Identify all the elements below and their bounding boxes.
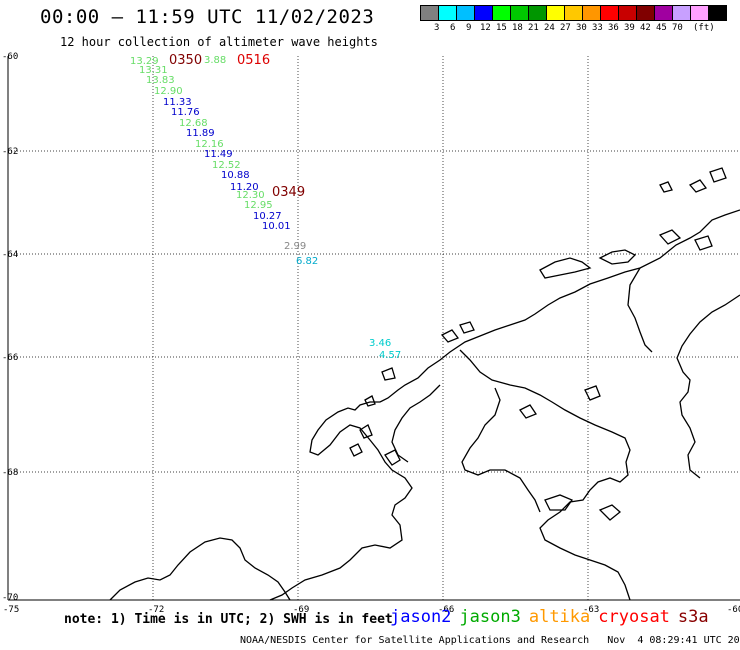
legend-label: 18 [512,23,523,33]
longitude-label: -60 [727,605,740,615]
wave-height-value: 12.95 [244,200,273,211]
legend-unit: (ft) [693,23,715,33]
legend-label: 70 [672,23,683,33]
longitude-label: -63 [583,605,599,615]
legend-label: 6 [450,23,456,33]
legend-label: 30 [576,23,587,33]
wave-height-value: 2.99 [284,241,306,252]
satellite-legend: jason2 jason3 altika cryosat s3a [390,607,717,627]
legend-label: 45 [656,23,667,33]
longitude-label: -75 [3,605,19,615]
legend-labels: 3 6 9 12 15 18 21 24 27 30 33 36 39 42 45 70 (ft) [421,21,727,35]
wave-height-value: 10.01 [262,221,291,232]
map-note: note: 1) Time is in UTC; 2) SWH is in fe… [64,612,393,627]
pass-time-label: 0350 [169,53,202,68]
latitude-label: -60 [2,52,18,62]
longitude-label: -72 [148,605,164,615]
wave-height-value: 12.52 [212,160,241,171]
wave-height-value: 6.82 [296,256,318,267]
wave-height-value: 10.88 [221,170,250,181]
legend-label: 39 [624,23,635,33]
latitude-label: -62 [2,147,18,157]
wave-height-observations: 13.2913.3113.8312.9011.3311.7612.6811.89… [130,53,401,361]
wave-height-value: 11.49 [204,149,233,160]
legend-swatch [708,5,727,21]
wave-height-value: 12.68 [179,118,208,129]
wave-height-value: 10.27 [253,211,282,222]
map-subtitle: 12 hour collection of altimeter wave hei… [60,35,378,49]
satellite-name: jason2 [390,607,452,627]
antarctic-peninsula-coastline [109,167,740,601]
map-title: 00:00 – 11:59 UTC 11/02/2023 [40,6,375,28]
latitude-label: -64 [2,250,18,260]
legend-label: 3 [434,23,440,33]
wave-height-value: 3.46 [369,338,391,349]
wave-height-value: 4.57 [379,350,401,361]
wave-height-value: 11.33 [163,97,192,108]
legend-label: 24 [544,23,555,33]
wave-height-value: 3.88 [204,55,226,66]
map-gridlines [8,56,740,600]
wave-height-value: 12.30 [236,190,265,201]
satellite-name: cryosat [598,607,670,627]
satellite-name: altika [528,607,591,627]
longitude-label: -69 [293,605,309,615]
latitude-label: -70 [2,593,18,603]
legend-label: 9 [466,23,472,33]
wave-height-legend: 3 6 9 12 15 18 21 24 27 30 33 36 39 42 45 70 (ft) [420,5,727,35]
wave-height-value: 12.90 [154,86,183,97]
legend-color-bar [420,5,727,21]
legend-label: 36 [608,23,619,33]
wave-height-value: 11.20 [230,182,259,193]
satellite-name: jason3 [459,607,521,627]
latitude-label: -68 [2,468,18,478]
wave-height-value: 13.31 [139,65,168,76]
wave-height-value: 11.89 [186,128,215,139]
pass-time-label: 0349 [272,185,305,200]
credit-line: NOAA/NESDIS Center for Satellite Applica… [240,635,740,646]
wave-height-value: 11.76 [171,107,200,118]
legend-label: 21 [528,23,539,33]
pass-time-label: 0516 [237,53,270,68]
axis-labels: -60 -62 -64 -66 -68 -70 -75 -72 -69 -66 -63 -60 [2,52,740,615]
legend-label: 15 [496,23,507,33]
wave-height-value: 13.29 [130,56,159,67]
satellite-name: s3a [677,607,709,627]
latitude-label: -66 [2,353,18,363]
wave-height-value: 12.16 [195,139,224,150]
legend-label: 12 [480,23,491,33]
legend-label: 27 [560,23,571,33]
longitude-label: -66 [438,605,454,615]
legend-label: 33 [592,23,603,33]
legend-label: 42 [640,23,651,33]
wave-height-value: 13.83 [146,75,175,86]
